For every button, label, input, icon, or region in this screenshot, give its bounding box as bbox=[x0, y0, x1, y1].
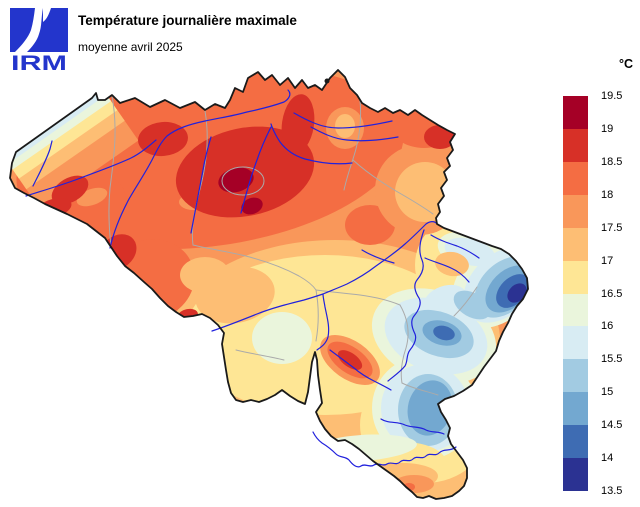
rivers bbox=[25, 89, 480, 468]
colorbar-tick: 15 bbox=[601, 386, 614, 399]
page-subtitle: moyenne avril 2025 bbox=[78, 40, 183, 54]
irm-logo-icon bbox=[10, 8, 68, 52]
colorbar-tick: 16 bbox=[601, 320, 614, 333]
colorbar-tick: 19.5 bbox=[601, 90, 623, 102]
colorbar-cell bbox=[563, 359, 588, 393]
colorbar-tick: 19 bbox=[601, 122, 614, 135]
colorbar-cell bbox=[563, 194, 588, 228]
colorbar-tick: 15.5 bbox=[601, 353, 623, 366]
colorbar-tick: 13.5 bbox=[601, 485, 623, 497]
colorbar-cell bbox=[563, 293, 588, 327]
colorbar-tick: 17 bbox=[601, 254, 614, 267]
irm-logo: IRM bbox=[10, 8, 68, 72]
colorbar-cell bbox=[563, 96, 588, 129]
page-title: Température journalière maximale bbox=[78, 13, 297, 28]
colorbar-ticks: 19.5 19 18.5 18 17.5 17 16.5 16 15.5 15 14.5 14 13.5 bbox=[601, 90, 637, 497]
country-border bbox=[9, 69, 529, 500]
colorbar-tick: 18 bbox=[601, 188, 614, 201]
colorbar-cells bbox=[563, 96, 588, 492]
irm-logo-text: IRM bbox=[11, 52, 67, 72]
colorbar-cell bbox=[563, 128, 588, 162]
colorbar-cell bbox=[563, 161, 588, 195]
colorbar-tick: 16.5 bbox=[601, 287, 623, 300]
colorbar-cell bbox=[563, 425, 588, 459]
colorbar-cell bbox=[563, 227, 588, 261]
baarle-hertog-enclave bbox=[324, 78, 330, 84]
colorbar-tick: 14.5 bbox=[601, 419, 623, 432]
colorbar-cell bbox=[563, 326, 588, 360]
colorbar-cell bbox=[563, 260, 588, 294]
colorbar-unit-label: °C bbox=[618, 57, 633, 71]
temperature-field bbox=[10, 70, 528, 499]
province-borders bbox=[108, 95, 478, 396]
colorbar-tick: 14 bbox=[601, 452, 614, 465]
colorbar-cell bbox=[563, 458, 588, 492]
colorbar-tick: 17.5 bbox=[601, 221, 623, 234]
colorbar-tick: 18.5 bbox=[601, 155, 623, 168]
colorbar-cell bbox=[563, 392, 588, 426]
